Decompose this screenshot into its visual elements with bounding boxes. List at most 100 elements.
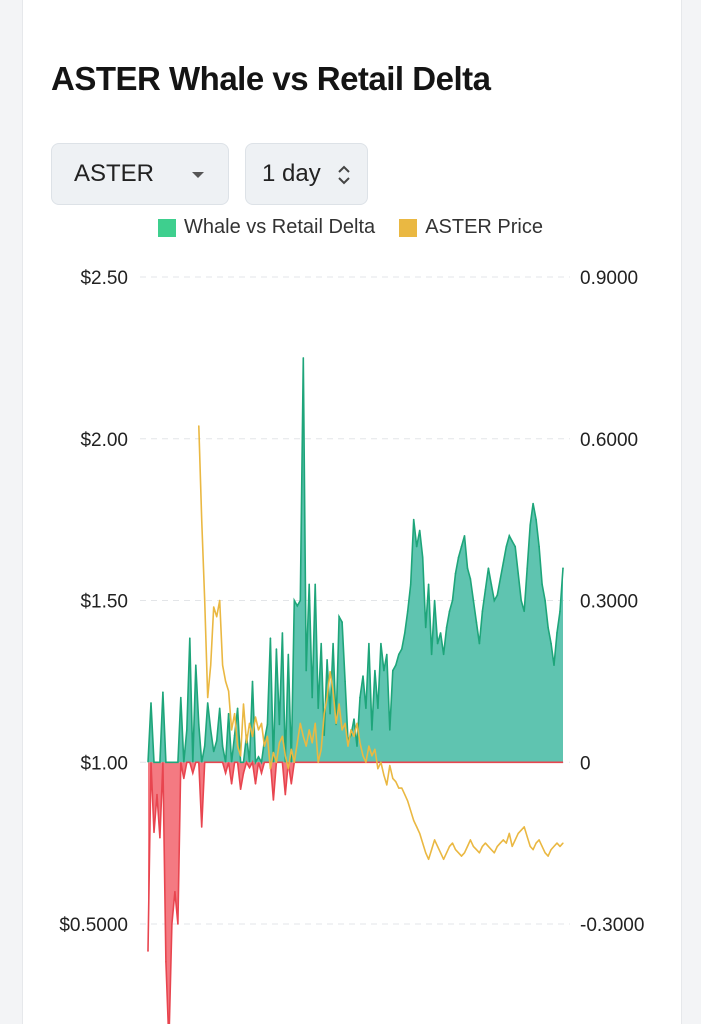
delta-point <box>311 696 314 699</box>
delta-point <box>460 545 463 548</box>
price-point <box>550 849 552 851</box>
price-series <box>198 425 564 861</box>
price-point <box>204 599 206 602</box>
delta-point <box>365 707 367 710</box>
price-point <box>499 842 501 844</box>
legend-item-delta[interactable]: Whale vs Retail Delta <box>158 216 375 239</box>
right-tick-label: 0.9000 <box>580 268 638 289</box>
right-tick-label: 0.3000 <box>580 592 638 613</box>
price-point <box>502 839 504 841</box>
price-point <box>248 722 251 725</box>
price-point <box>541 845 543 848</box>
price-point <box>392 777 394 780</box>
interval-select[interactable]: 1 day <box>245 143 368 205</box>
delta-point <box>174 890 176 893</box>
delta-point <box>451 599 454 602</box>
price-point <box>457 852 460 854</box>
price-point <box>213 606 215 608</box>
price-point <box>469 839 471 841</box>
price-point <box>535 842 537 844</box>
legend-swatch-price <box>399 218 418 237</box>
delta-point <box>206 702 209 704</box>
price-point <box>407 800 409 802</box>
price-point <box>448 845 451 848</box>
token-select-value: ASTER <box>74 160 155 187</box>
delta-point <box>529 524 531 526</box>
delta-point <box>251 680 254 683</box>
delta-point <box>341 621 343 623</box>
delta-point <box>266 723 269 726</box>
price-point <box>338 703 340 705</box>
delta-point <box>323 734 326 737</box>
delta-point <box>359 696 361 699</box>
delta-point <box>183 777 185 780</box>
delta-point <box>377 707 379 710</box>
price-point <box>266 735 268 738</box>
delta-point <box>433 599 436 602</box>
price-point <box>517 832 519 835</box>
price-point <box>413 819 415 822</box>
delta-point <box>430 653 433 656</box>
delta-point <box>195 664 197 666</box>
delta-point <box>392 669 394 672</box>
left-tick-label: $1.50 <box>80 592 128 613</box>
delta-point <box>338 615 340 618</box>
delta-point <box>329 712 331 715</box>
delta-point <box>547 626 549 629</box>
price-point <box>272 751 274 754</box>
price-point <box>231 729 233 731</box>
delta-point <box>305 669 308 672</box>
price-point <box>422 842 424 844</box>
delta-point <box>332 642 334 645</box>
price-point <box>493 852 495 854</box>
delta-point <box>550 642 552 645</box>
delta-point <box>293 599 296 602</box>
price-point <box>275 761 277 763</box>
up-down-chevron-icon <box>338 165 350 185</box>
legend-item-price[interactable]: ASTER Price <box>399 216 543 239</box>
delta-point <box>209 729 212 731</box>
price-point <box>526 836 528 838</box>
delta-point <box>189 637 191 639</box>
price-point <box>314 722 316 725</box>
delta-point <box>356 745 358 747</box>
price-point <box>460 855 463 857</box>
delta-point <box>523 610 525 613</box>
price-point <box>293 761 295 763</box>
delta-point <box>383 669 385 672</box>
price-point <box>210 664 212 666</box>
delta-point <box>448 610 451 613</box>
price-point <box>425 852 427 854</box>
price-point <box>237 745 239 747</box>
delta-point <box>203 745 206 747</box>
price-point <box>487 845 489 848</box>
delta-point <box>496 594 499 596</box>
price-point <box>481 845 483 848</box>
delta-point <box>415 545 418 548</box>
price-point <box>234 713 236 715</box>
price-point <box>562 842 564 844</box>
price-point <box>514 839 516 841</box>
price-point <box>478 852 480 854</box>
delta-point <box>302 357 305 359</box>
price-point <box>529 845 531 848</box>
token-select[interactable]: ASTER <box>51 143 229 205</box>
price-point <box>347 745 349 747</box>
left-axis: $2.50 $2.00 $1.50 $1.00 $0.5000 <box>59 268 128 936</box>
delta-point <box>478 642 481 645</box>
price-point <box>443 858 445 860</box>
delta-point <box>532 502 534 505</box>
legend-swatch-delta <box>158 218 176 237</box>
delta-point <box>299 599 302 602</box>
delta-point <box>320 642 323 645</box>
price-point <box>559 845 561 848</box>
delta-point <box>227 712 230 715</box>
delta-point <box>436 642 439 645</box>
price-point <box>523 826 525 828</box>
delta-point <box>463 535 466 537</box>
delta-point <box>239 788 242 790</box>
delta-point <box>520 599 522 602</box>
price-point <box>395 781 397 783</box>
delta-point <box>445 626 448 629</box>
